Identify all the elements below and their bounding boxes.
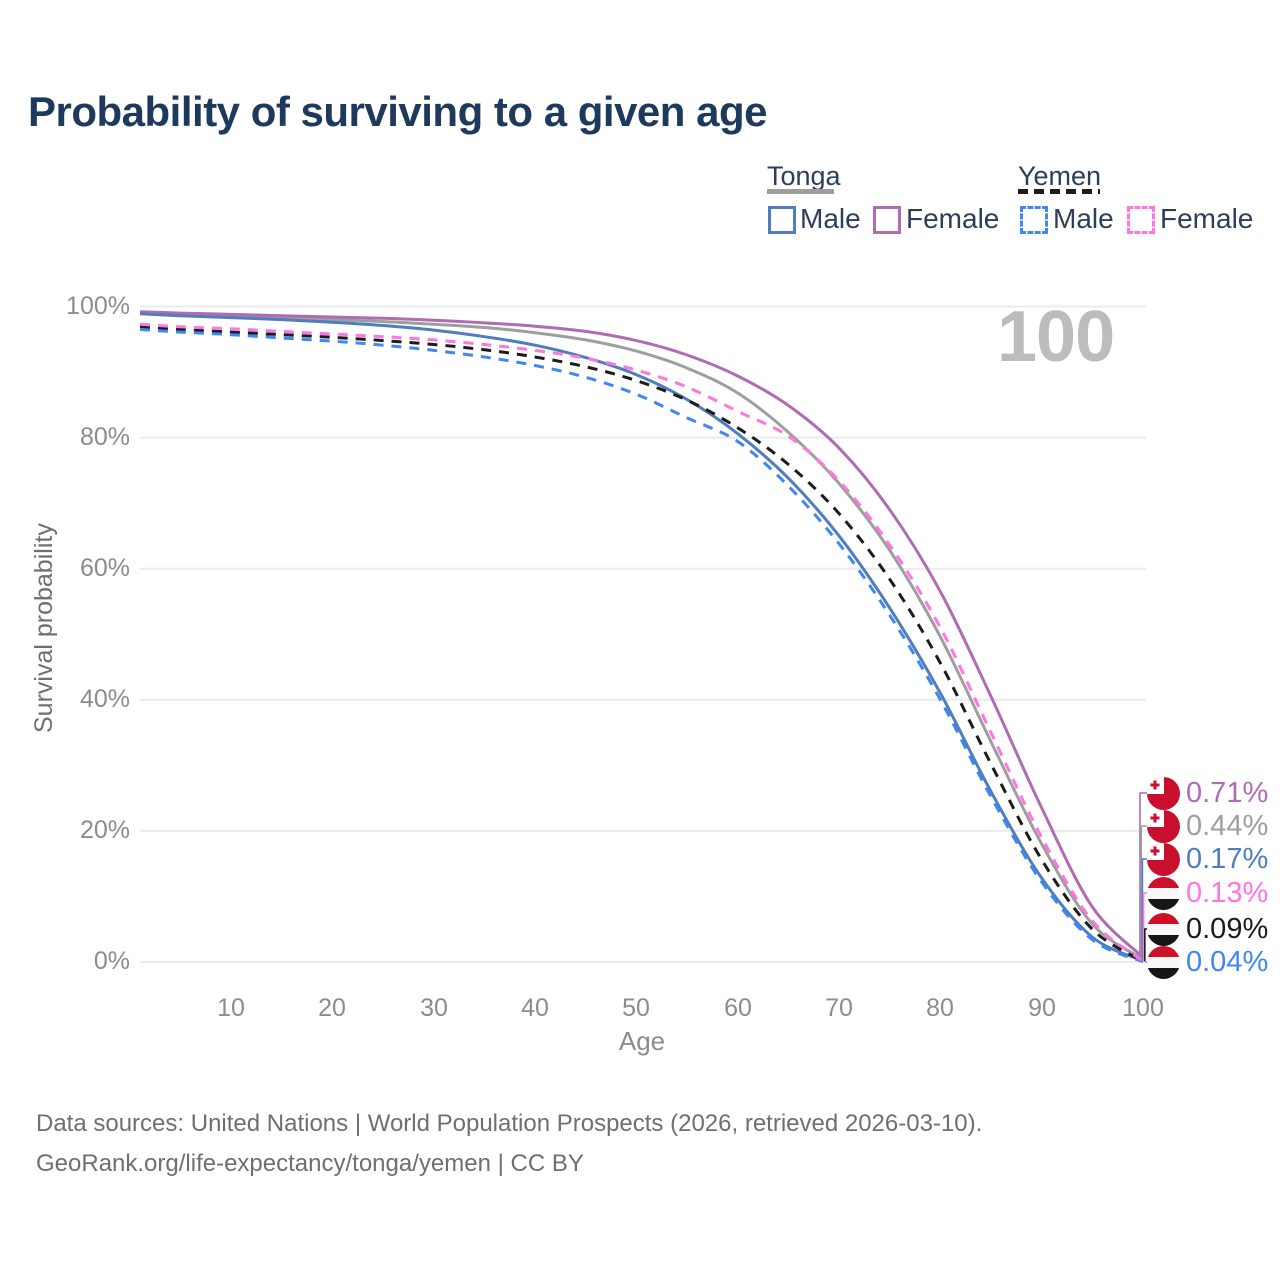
x-tick-label: 30 (420, 994, 448, 1022)
x-tick-label: 10 (217, 994, 245, 1022)
x-tick-label: 60 (724, 994, 752, 1022)
x-tick-label: 80 (926, 994, 954, 1022)
footer-data-sources: Data sources: United Nations | World Pop… (36, 1110, 983, 1137)
end-label-row: 0.09% (1147, 913, 1268, 946)
tonga-canton (1147, 810, 1164, 827)
curve-tonga-female (139, 310, 1145, 959)
legend-checkbox-yemen-male[interactable] (1020, 206, 1048, 234)
tonga-flag-icon (1147, 777, 1180, 810)
curve-yemen-male (139, 327, 1144, 964)
x-tick-label: 100 (1122, 994, 1164, 1022)
x-axis-title: Age (618, 1026, 666, 1056)
y-tick-label: 40% (79, 685, 130, 713)
yemen-flag-icon (1147, 946, 1180, 979)
end-label-connector (1144, 928, 1148, 962)
end-label-connector (1139, 792, 1148, 958)
legend-label-tonga-female[interactable]: Female (906, 203, 1000, 234)
tonga-canton (1147, 777, 1164, 794)
legend-checkbox-tonga-male[interactable] (768, 206, 796, 234)
footer-url-license: GeoRank.org/life-expectancy/tonga/yemen … (36, 1150, 584, 1177)
x-tick-label: 70 (825, 994, 853, 1022)
tonga-canton (1147, 843, 1164, 860)
end-label-value: 0.09% (1186, 913, 1269, 945)
curve-yemen-total (139, 325, 1144, 963)
tonga-flag-icon (1147, 843, 1180, 876)
y-tick-label: 80% (79, 423, 130, 451)
x-tick-label: 90 (1028, 994, 1056, 1022)
end-label-row: 0.13% (1147, 877, 1268, 910)
tonga-line-style-swatch (767, 189, 834, 194)
yemen-flag-icon (1147, 913, 1180, 946)
curve-yemen-female (139, 322, 1144, 963)
end-label-value: 0.71% (1186, 777, 1269, 809)
legend-label-yemen-male[interactable]: Male (1053, 203, 1114, 234)
legend-checkbox-yemen-female[interactable] (1127, 206, 1155, 234)
tonga-flag-icon (1147, 810, 1180, 843)
x-tick-label: 20 (318, 994, 346, 1022)
end-label-value: 0.13% (1186, 877, 1269, 909)
end-label-value: 0.17% (1186, 843, 1269, 875)
x-tick-label: 40 (521, 994, 549, 1022)
end-label-row: 0.71% (1147, 777, 1268, 810)
footer-attribution: Data sources: United Nations | World Pop… (36, 1104, 982, 1184)
yemen-line-style-swatch (1018, 189, 1100, 194)
legend-country-tonga: Tonga (767, 161, 841, 191)
end-label-row: 0.17% (1147, 843, 1268, 876)
curve-tonga-male (139, 312, 1144, 963)
curve-tonga-total (139, 311, 1144, 961)
x-tick-label: 50 (622, 994, 650, 1022)
legend-checkbox-tonga-female[interactable] (873, 206, 901, 234)
y-tick-label: 0% (93, 947, 130, 975)
y-tick-label: 100% (66, 292, 130, 320)
end-label-connector (1140, 825, 1148, 960)
y-axis-title: Survival probability (30, 523, 58, 733)
watermark-age-100: 100 (997, 297, 1115, 377)
end-label-value: 0.04% (1186, 946, 1269, 978)
legend-country-yemen: Yemen (1018, 161, 1102, 191)
end-label-value: 0.44% (1186, 810, 1269, 842)
end-label-row: 0.44% (1147, 810, 1268, 843)
legend-label-yemen-female[interactable]: Female (1160, 203, 1254, 234)
y-tick-label: 60% (79, 554, 130, 582)
yemen-flag-icon (1147, 877, 1180, 910)
end-label-connector (1142, 892, 1148, 962)
y-tick-label: 20% (79, 816, 130, 844)
end-label-row: 0.04% (1147, 946, 1268, 979)
page-title: Probability of surviving to a given age (28, 88, 767, 135)
legend-label-tonga-male[interactable]: Male (800, 203, 861, 234)
